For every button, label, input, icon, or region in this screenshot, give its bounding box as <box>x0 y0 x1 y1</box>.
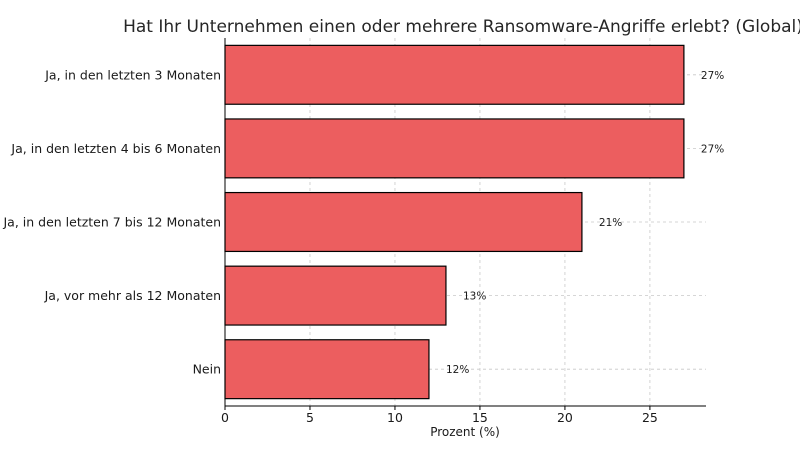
data-label: 27% <box>701 70 724 82</box>
bar <box>224 339 430 400</box>
x-axis-title: Prozent (%) <box>430 425 500 439</box>
x-tick-label: 15 <box>472 410 488 425</box>
category-label: Ja, in den letzten 3 Monaten <box>44 67 221 82</box>
category-label: Ja, in den letzten 7 bis 12 Monaten <box>2 215 221 230</box>
x-tick-label: 25 <box>642 410 658 425</box>
bar <box>224 265 447 326</box>
x-tick-label: 5 <box>306 410 314 425</box>
bars <box>224 44 685 400</box>
labels: 27% Ja, in den letzten 3 Monaten 27% Ja, in… <box>2 67 724 425</box>
chart-title: Hat Ihr Unternehmen einen oder mehrere R… <box>123 17 800 37</box>
x-tick-label: 20 <box>557 410 573 425</box>
category-label: Ja, in den letzten 4 bis 6 Monaten <box>10 141 221 156</box>
data-label: 27% <box>701 143 724 155</box>
data-label: 12% <box>446 364 469 376</box>
bar <box>224 191 583 253</box>
bar <box>224 118 685 179</box>
axes <box>224 38 706 410</box>
category-label: Nein <box>193 362 221 377</box>
x-tick-label: 0 <box>221 410 229 425</box>
x-tick-label: 10 <box>387 410 403 425</box>
data-label: 13% <box>463 291 486 303</box>
bar <box>224 44 685 105</box>
data-label: 21% <box>599 217 622 229</box>
category-label: Ja, vor mehr als 12 Monaten <box>44 288 221 303</box>
